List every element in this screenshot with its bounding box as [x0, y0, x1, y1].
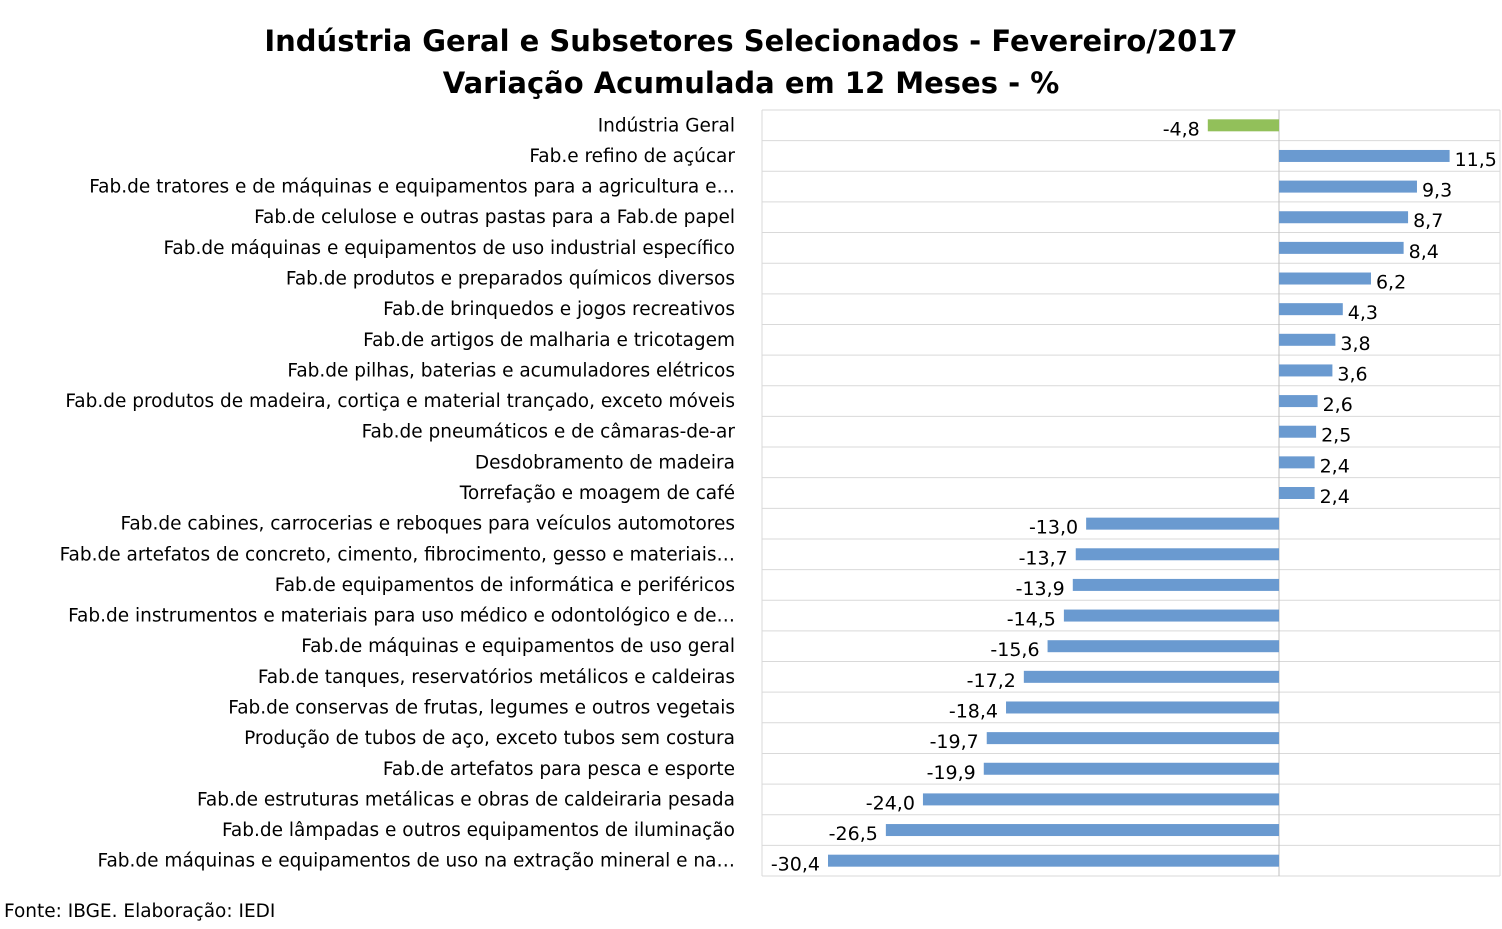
data-label: 2,4 — [1320, 455, 1350, 477]
data-label: 9,3 — [1422, 180, 1452, 202]
bar — [1063, 609, 1279, 622]
bar — [1279, 180, 1417, 193]
bar — [1279, 272, 1371, 285]
category-label: Fab.de máquinas e equipamentos de uso ge… — [301, 636, 735, 657]
category-label: Fab.de conservas de frutas, legumes e ou… — [228, 697, 735, 718]
data-label: 11,5 — [1455, 149, 1497, 171]
data-label: -18,4 — [949, 700, 998, 722]
category-label: Fab.de máquinas e equipamentos de uso in… — [163, 238, 735, 259]
category-label: Fab.de brinquedos e jogos recreativos — [383, 299, 735, 320]
data-label: -19,9 — [927, 762, 976, 784]
data-label: -4,8 — [1163, 118, 1200, 140]
data-label: -13,9 — [1016, 578, 1065, 600]
data-label: -24,0 — [866, 792, 915, 814]
bar — [1086, 517, 1279, 530]
bar — [1279, 395, 1318, 408]
source-note: Fonte: IBGE. Elaboração: IEDI — [4, 901, 276, 922]
data-label: -26,5 — [829, 823, 878, 845]
category-label: Fab.de equipamentos de informática e per… — [275, 575, 735, 596]
bar — [1279, 333, 1336, 346]
category-label: Fab.de tratores e de máquinas e equipame… — [89, 177, 735, 198]
category-label: Fab.de celulose e outras pastas para a F… — [254, 207, 735, 228]
category-label: Fab.de estruturas metálicas e obras de c… — [197, 789, 735, 810]
category-label: Fab.de lâmpadas e outros equipamentos de… — [222, 820, 735, 841]
data-label: -14,5 — [1007, 609, 1056, 631]
data-label: 4,3 — [1348, 302, 1378, 324]
data-label: 2,5 — [1321, 425, 1351, 447]
bar — [1279, 456, 1315, 469]
data-label: -30,4 — [771, 854, 820, 876]
data-label: -13,0 — [1029, 517, 1078, 539]
bar — [1279, 364, 1333, 377]
category-label: Fab.de máquinas e equipamentos de uso na… — [98, 851, 735, 872]
bar — [1279, 303, 1343, 316]
category-label: Fab.de produtos e preparados químicos di… — [286, 269, 735, 290]
chart-subtitle: Variação Acumulada em 12 Meses - % — [442, 66, 1060, 100]
category-label: Desdobramento de madeira — [475, 452, 735, 473]
category-label: Torrefação e moagem de café — [459, 483, 735, 504]
chart-title: Indústria Geral e Subsetores Selecionado… — [264, 24, 1238, 58]
data-label: -15,6 — [990, 639, 1039, 661]
bar-chart: Indústria Geral -4,8 Fab.e refino de açúca… — [60, 109, 1501, 877]
bar — [1279, 425, 1317, 438]
data-label: 8,7 — [1413, 210, 1443, 232]
bar — [1279, 149, 1450, 162]
category-label: Fab.de artefatos para pesca e esporte — [383, 759, 735, 780]
bar — [1006, 701, 1279, 714]
data-label: 6,2 — [1376, 272, 1406, 294]
bar — [828, 854, 1279, 867]
data-label: 8,4 — [1409, 241, 1439, 263]
data-label: 2,4 — [1320, 486, 1350, 508]
category-label: Fab.de artigos de malharia e tricotagem — [363, 330, 735, 351]
data-label: 2,6 — [1323, 394, 1353, 416]
bar — [922, 793, 1279, 806]
category-label: Fab.de instrumentos e materiais para uso… — [68, 606, 735, 627]
category-label: Fab.de artefatos de concreto, cimento, f… — [60, 544, 735, 565]
data-label: -13,7 — [1019, 547, 1068, 569]
bar — [1023, 670, 1279, 683]
category-label: Fab.de pilhas, baterias e acumuladores e… — [287, 360, 735, 381]
category-label: Fab.de pneumáticos e de câmaras-de-ar — [362, 422, 736, 443]
bar — [1075, 548, 1279, 561]
data-label: -19,7 — [930, 731, 979, 753]
bar — [885, 824, 1279, 837]
category-label: Indústria Geral — [598, 115, 735, 136]
category-label: Fab.de tanques, reservatórios metálicos … — [258, 667, 735, 688]
category-label: Fab.e refino de açúcar — [529, 146, 735, 167]
category-label: Fab.de produtos de madeira, cortiça e ma… — [65, 391, 735, 412]
data-label: 3,6 — [1337, 363, 1367, 385]
bar — [1047, 640, 1279, 653]
bar — [983, 762, 1279, 775]
bar — [986, 732, 1279, 745]
bar — [1207, 119, 1279, 132]
data-label: -17,2 — [967, 670, 1016, 692]
data-label: 3,8 — [1340, 333, 1370, 355]
bar — [1279, 241, 1404, 254]
bar — [1279, 487, 1315, 499]
category-label: Fab.de cabines, carrocerias e reboques p… — [120, 514, 735, 535]
bar — [1072, 578, 1279, 591]
bar — [1279, 211, 1409, 224]
category-label: Produção de tubos de aço, exceto tubos s… — [244, 728, 735, 749]
